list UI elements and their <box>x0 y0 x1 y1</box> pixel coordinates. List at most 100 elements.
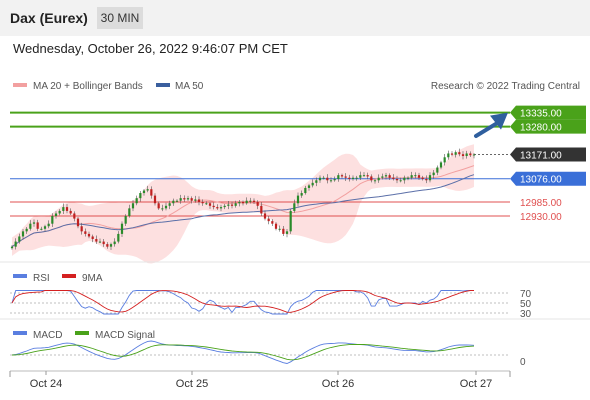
legend-ma50-swatch <box>156 83 170 87</box>
candle-body <box>106 244 109 247</box>
candle-body <box>472 154 476 156</box>
candle-body <box>333 179 336 181</box>
candle-body <box>285 231 289 234</box>
candle-body <box>465 153 468 157</box>
candle-body <box>432 172 435 176</box>
candle-body <box>62 207 65 211</box>
candle-body <box>102 241 105 245</box>
candle-body <box>348 177 351 179</box>
candle-body <box>399 180 402 182</box>
candle-body <box>406 177 410 179</box>
ma50-line <box>11 174 475 248</box>
candle-body <box>69 210 72 214</box>
candle-body <box>293 203 296 211</box>
legend-rsi-swatch <box>13 274 27 278</box>
rsi-ma-line <box>11 290 474 313</box>
macd-signal-line <box>11 343 475 361</box>
candle-body <box>355 177 358 179</box>
candle-body <box>249 200 252 202</box>
candle-body <box>340 175 344 177</box>
candle-body <box>241 201 245 204</box>
rsi-tick-70: 70 <box>520 289 532 300</box>
candle-body <box>135 198 138 204</box>
level-tag-13280.00 <box>510 119 586 134</box>
candle-body <box>150 189 153 196</box>
candle-body <box>234 203 237 206</box>
legend-macd: MACD <box>33 330 62 341</box>
candle-body <box>410 175 413 178</box>
candle-body <box>227 204 230 206</box>
legend-bb: MA 20 + Bollinger Bands <box>33 81 143 92</box>
candle-body <box>216 207 219 209</box>
candle-body <box>172 200 175 204</box>
level-tag-13171.00 <box>510 147 586 162</box>
price-levels <box>10 111 510 217</box>
candle-body <box>128 208 131 217</box>
candle-body <box>91 236 94 240</box>
candle-body <box>36 222 39 229</box>
candle-body <box>131 203 135 209</box>
candle-body <box>388 175 391 178</box>
candle-body <box>238 201 241 204</box>
candle-body <box>377 177 380 181</box>
candle-body <box>175 200 179 202</box>
candle-body <box>109 244 113 247</box>
level-tag-13335.00 <box>510 105 586 120</box>
candle-body <box>84 231 87 234</box>
candle-body <box>417 175 421 178</box>
candle-body <box>282 228 285 234</box>
candle-body <box>230 204 234 206</box>
candle-body <box>384 175 388 177</box>
candle-body <box>370 176 373 181</box>
candle-body <box>32 222 36 224</box>
candle-body <box>168 203 171 206</box>
candle-body <box>113 241 116 245</box>
rsi-tick-50: 50 <box>520 299 532 310</box>
arrow-shaft <box>474 120 500 138</box>
candle-body <box>205 203 208 205</box>
candle-body <box>95 239 98 242</box>
candle-body <box>414 175 417 177</box>
candle-body <box>65 207 69 211</box>
x-axis-labels: Oct 24 Oct 25 Oct 26 Oct 27 <box>9 371 511 390</box>
candle-body <box>179 198 182 201</box>
candle-body <box>73 213 76 219</box>
rsi-tick-30: 30 <box>520 309 532 320</box>
candle-body <box>54 213 58 217</box>
candle-body <box>296 195 300 204</box>
legend-macd-signal: MACD Signal <box>95 330 155 341</box>
candle-body <box>271 221 274 224</box>
candle-body <box>337 175 340 179</box>
interval-button[interactable]: 30 MIN <box>97 7 143 29</box>
candle-body <box>58 210 61 214</box>
candle-body <box>164 205 168 209</box>
candle-body <box>18 236 21 242</box>
candles <box>10 148 476 250</box>
level-label-12930.00: 12930.00 <box>520 212 562 223</box>
candle-body <box>289 210 292 232</box>
candle-body <box>274 223 278 229</box>
candle-body <box>344 176 347 178</box>
candle-body <box>300 193 303 196</box>
candle-body <box>256 201 259 206</box>
candle-body <box>14 241 17 247</box>
candle-body <box>43 226 47 229</box>
candle-body <box>117 233 120 242</box>
candle-body <box>403 177 406 181</box>
candle-body <box>311 182 314 186</box>
legend-rsi: RSI <box>33 273 50 284</box>
candle-body <box>428 175 432 181</box>
legend-rsi-ma: 9MA <box>82 273 103 284</box>
legend-macd-swatch <box>13 331 27 335</box>
candle-body <box>318 177 322 181</box>
candle-body <box>142 190 146 194</box>
candle-body <box>186 198 190 200</box>
candle-body <box>267 218 270 222</box>
legend-rsi-ma-swatch <box>62 274 76 278</box>
legend-ma50: MA 50 <box>175 81 204 92</box>
candle-body <box>124 216 127 224</box>
candle-body <box>304 187 307 194</box>
candle-body <box>87 233 91 237</box>
